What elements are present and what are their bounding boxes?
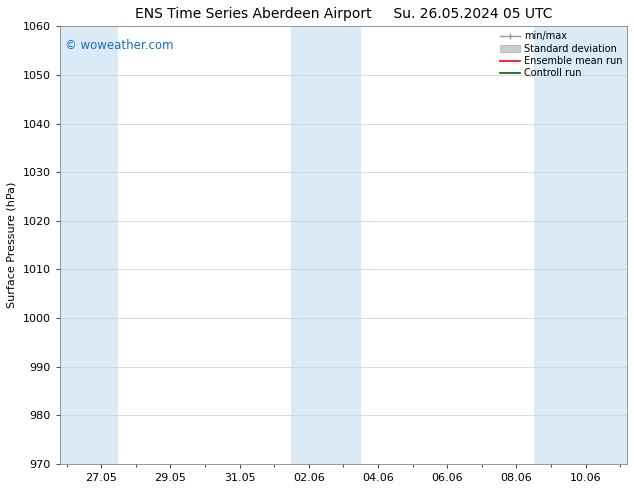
Bar bbox=[292, 26, 361, 464]
Y-axis label: Surface Pressure (hPa): Surface Pressure (hPa) bbox=[7, 182, 17, 308]
Bar bbox=[60, 26, 119, 464]
Legend: min/max, Standard deviation, Ensemble mean run, Controll run: min/max, Standard deviation, Ensemble me… bbox=[498, 29, 624, 80]
Bar bbox=[534, 26, 627, 464]
Text: © woweather.com: © woweather.com bbox=[65, 39, 174, 52]
Title: ENS Time Series Aberdeen Airport     Su. 26.05.2024 05 UTC: ENS Time Series Aberdeen Airport Su. 26.… bbox=[134, 7, 552, 21]
